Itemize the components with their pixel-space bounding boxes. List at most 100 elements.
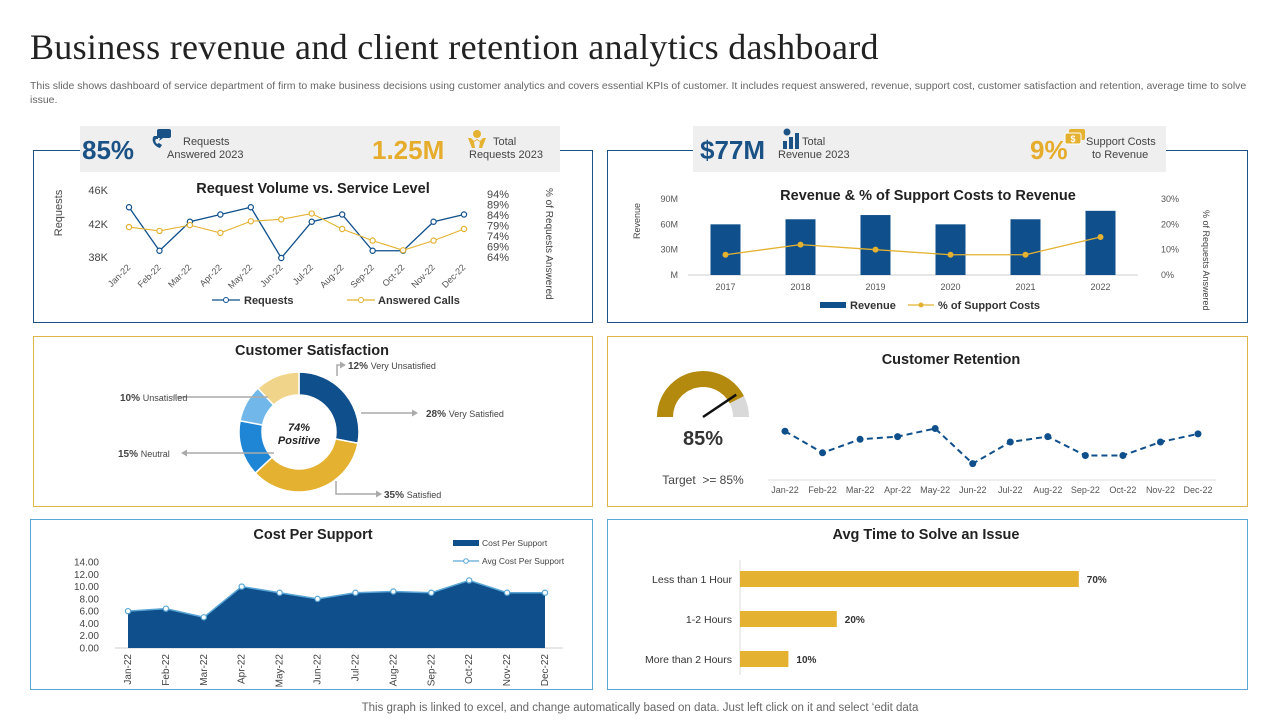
page-title: Business revenue and client retention an… — [30, 27, 879, 67]
retention-line — [784, 427, 1199, 465]
request-volume-y2label-text: % of Requests Answered — [543, 188, 554, 300]
avg-cost-point — [428, 589, 435, 596]
svg-text:$: $ — [1070, 134, 1075, 144]
cost-support-xtick: Oct-22 — [464, 654, 475, 684]
revenue-ytick: M — [671, 270, 679, 280]
request-volume-y2tick: 94% — [487, 189, 509, 201]
support-costs-label2: to Revenue — [1092, 149, 1149, 161]
avg-cost-line — [127, 579, 545, 619]
avg-cost-point — [503, 589, 511, 596]
request-volume-point — [308, 210, 315, 217]
revenue-y2tick: 10% — [1161, 245, 1179, 255]
request-volume-point — [217, 229, 224, 237]
request-volume-y2tick: 74% — [487, 231, 509, 243]
retention-point — [969, 460, 977, 468]
retention-point — [819, 449, 827, 457]
request-volume-ytick: 42K — [88, 219, 108, 231]
footer-note: This graph is linked to excel, and chang… — [361, 702, 919, 714]
revenue-y2label: % of Requests Answered — [1201, 210, 1211, 311]
solve-time-value: 20% — [845, 615, 865, 626]
cost-support-ytick: 6.00 — [80, 607, 100, 618]
solve-time-value: 70% — [1087, 575, 1107, 586]
request-volume-xtick: Nov-22 — [409, 262, 437, 290]
requests-answered-label2: Answered 2023 — [167, 149, 244, 161]
legend-revenue-swatch — [820, 302, 846, 308]
total-requests-label2: Requests 2023 — [469, 149, 543, 161]
request-volume-point — [460, 225, 468, 233]
avg-cost-point — [541, 589, 549, 596]
satisfaction-callout-arrow — [171, 393, 177, 401]
solve-time-category: Less than 1 Hour — [652, 574, 732, 586]
revenue-bar — [935, 224, 966, 275]
retention-xtick: Jan-22 — [771, 485, 799, 495]
revenue-y2tick: 30% — [1161, 194, 1179, 204]
cost-support-xtick: Jul-22 — [350, 654, 361, 682]
support-cost-point — [797, 241, 804, 248]
retention-xtick: Mar-22 — [846, 485, 875, 495]
request-volume-point — [430, 218, 437, 225]
cost-support-ytick: 4.00 — [80, 619, 100, 630]
retention-gauge-value: 85% — [683, 428, 723, 450]
cost-support-ytick: 2.00 — [80, 631, 100, 642]
satisfaction-chart: Customer Satisfaction 28% Very Satisfied… — [118, 343, 504, 501]
retention-title: Customer Retention — [882, 352, 1021, 368]
avg-cost-point — [238, 583, 245, 590]
legend-requests-label: Requests — [244, 295, 294, 307]
solve-time-category: More than 2 Hours — [645, 654, 732, 666]
request-volume-ytick: 46K — [88, 185, 108, 197]
revenue-y2tick: 0% — [1161, 270, 1174, 280]
solve-time-title: Avg Time to Solve an Issue — [833, 527, 1020, 543]
total-requests-value: 1.25M — [372, 135, 445, 165]
avg-cost-point — [124, 607, 132, 615]
requests-answered-value: 85% — [82, 135, 135, 165]
request-volume-xtick: Feb-22 — [136, 262, 163, 289]
solve-time-value: 10% — [796, 655, 816, 666]
avg-cost-point — [276, 589, 283, 596]
retention-point — [1044, 433, 1052, 441]
solve-time-chart: Avg Time to Solve an Issue Less than 1 H… — [645, 527, 1107, 675]
cost-support-xtick: Dec-22 — [540, 654, 551, 687]
request-volume-point — [338, 211, 346, 218]
avg-cost-point — [465, 577, 473, 584]
revenue-xtick: 2018 — [790, 282, 810, 292]
retention-point — [856, 435, 864, 443]
support-cost-point — [1097, 234, 1104, 240]
legend-support-label: % of Support Costs — [938, 300, 1040, 312]
kpi-bar-revenue — [693, 126, 1166, 172]
request-volume-point — [430, 237, 437, 244]
retention-target-label: Target >= 85% — [662, 473, 744, 487]
total-revenue-label2: Revenue 2023 — [778, 149, 850, 161]
request-volume-point — [156, 247, 163, 254]
request-volume-point — [399, 247, 407, 254]
retention-xtick: Aug-22 — [1033, 485, 1062, 495]
support-cost-point — [722, 251, 729, 258]
satisfaction-slice — [256, 371, 300, 407]
request-volume-point — [186, 221, 194, 229]
request-volume-point — [125, 204, 133, 211]
request-volume-xtick: Aug-22 — [318, 262, 346, 290]
support-costs-label1: Support Costs — [1086, 136, 1156, 148]
cost-support-xtick: May-22 — [275, 654, 286, 688]
cost-support-ytick: 0.00 — [80, 644, 100, 655]
satisfaction-center-label: Positive — [278, 435, 320, 447]
revenue-ylabel: Revenue — [632, 203, 642, 239]
retention-xtick: Oct-22 — [1109, 485, 1136, 495]
hands-support-icon — [468, 130, 486, 148]
page-subtitle: This slide shows dashboard of service de… — [30, 80, 1247, 106]
revenue-chart: Revenue & % of Support Costs to Revenue … — [632, 188, 1211, 312]
cost-support-xtick: Nov-22 — [502, 654, 513, 687]
avg-cost-point — [162, 605, 170, 612]
total-revenue-label1: Total — [802, 136, 826, 148]
request-volume-y2tick: 84% — [487, 210, 509, 222]
retention-point — [1194, 430, 1202, 438]
cost-support-xtick: Feb-22 — [161, 654, 172, 686]
request-volume-xtick: Jan-22 — [106, 262, 133, 289]
satisfaction-callout-label: 15% Neutral — [118, 449, 170, 460]
request-volume-xtick: Jul-22 — [291, 262, 315, 286]
retention-xtick: Jul-22 — [998, 485, 1023, 495]
legend-cost-swatch — [453, 540, 479, 546]
request-volume-line-1 — [128, 212, 465, 251]
cost-support-ytick: 14.00 — [74, 558, 99, 569]
retention-xtick: Apr-22 — [884, 485, 911, 495]
